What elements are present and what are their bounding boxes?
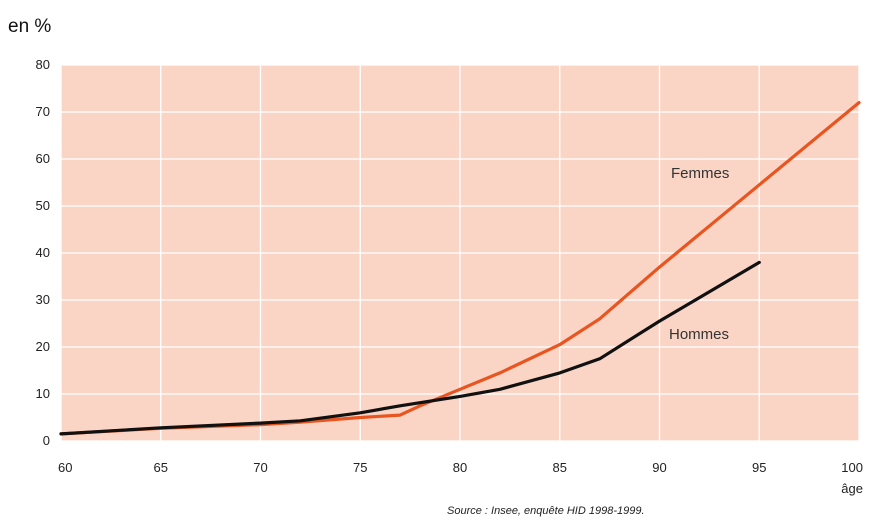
y-tick-label: 70	[36, 104, 50, 119]
x-axis-label: âge	[841, 481, 863, 496]
y-tick-labels: 0 10 20 30 40 50 60 70 80	[36, 57, 50, 448]
x-tick-label: 95	[752, 460, 766, 475]
series-labels: Femmes Hommes	[669, 165, 729, 343]
y-tick-label: 50	[36, 198, 50, 213]
series-label-femmes: Femmes	[671, 165, 729, 182]
x-tick-label: 80	[453, 460, 467, 475]
series-label-hommes: Hommes	[669, 326, 729, 343]
x-tick-label: 65	[154, 460, 168, 475]
grid-lines	[60, 64, 860, 442]
y-tick-label: 30	[36, 292, 50, 307]
y-tick-label: 0	[43, 433, 50, 448]
x-tick-labels: 60 65 70 75 80 85 90 95 100	[58, 460, 863, 475]
x-tick-label: 70	[253, 460, 267, 475]
series-lines	[59, 100, 861, 436]
y-tick-label: 10	[36, 386, 50, 401]
x-tick-label: 60	[58, 460, 72, 475]
y-tick-label: 60	[36, 151, 50, 166]
series-line-hommes	[59, 260, 761, 436]
source-note: Source : Insee, enquête HID 1998-1999.	[447, 505, 645, 517]
x-tick-label: 90	[652, 460, 666, 475]
y-tick-label: 20	[36, 339, 50, 354]
x-tick-label: 100	[841, 460, 863, 475]
y-tick-label: 40	[36, 245, 50, 260]
y-tick-label: 80	[36, 57, 50, 72]
y-unit-label: en %	[8, 16, 52, 37]
x-tick-label: 85	[553, 460, 567, 475]
x-tick-label: 75	[353, 460, 367, 475]
